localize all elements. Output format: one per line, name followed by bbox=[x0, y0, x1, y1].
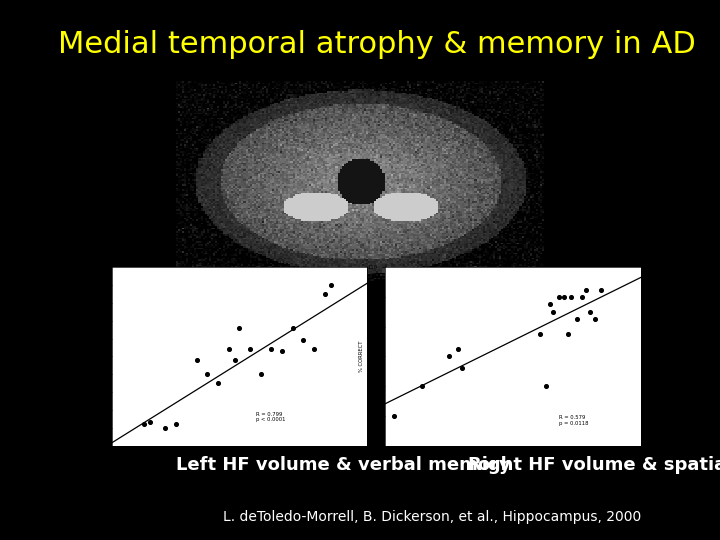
Point bbox=[571, 315, 582, 323]
Point bbox=[416, 382, 428, 390]
Point bbox=[287, 323, 298, 332]
Point bbox=[223, 345, 235, 354]
Title: DELAYED FREE VERBAL RECALL: DELAYED FREE VERBAL RECALL bbox=[193, 260, 286, 266]
Point bbox=[319, 289, 330, 298]
Text: Left HF volume & verbal memory: Left HF volume & verbal memory bbox=[176, 456, 511, 474]
Point bbox=[159, 423, 171, 432]
Point bbox=[577, 293, 588, 301]
Point bbox=[559, 293, 570, 301]
Point bbox=[535, 330, 546, 339]
Point bbox=[308, 345, 320, 354]
Point bbox=[590, 315, 601, 323]
Point bbox=[297, 336, 309, 345]
Point bbox=[255, 370, 266, 379]
Text: R = 0.799
p < 0.0001: R = 0.799 p < 0.0001 bbox=[256, 411, 286, 422]
Point bbox=[266, 345, 277, 354]
Point bbox=[389, 411, 400, 420]
Point bbox=[144, 418, 156, 427]
Point bbox=[244, 345, 256, 354]
Point bbox=[276, 347, 288, 355]
Point bbox=[580, 285, 592, 294]
Point bbox=[584, 308, 595, 316]
Point bbox=[562, 330, 574, 339]
Point bbox=[138, 420, 149, 428]
Text: Medial temporal atrophy & memory in AD: Medial temporal atrophy & memory in AD bbox=[58, 30, 696, 59]
Point bbox=[212, 379, 224, 388]
Text: R = 0.579
p = 0.0118: R = 0.579 p = 0.0118 bbox=[559, 415, 588, 426]
Point bbox=[325, 281, 337, 289]
X-axis label: NORMALIZED LEFT HIPPOCAMPAL VOLUME: NORMALIZED LEFT HIPPOCAMPAL VOLUME bbox=[184, 461, 294, 466]
Point bbox=[544, 300, 555, 309]
Text: L. deToledo-Morrell, B. Dickerson, et al., Hippocampus, 2000: L. deToledo-Morrell, B. Dickerson, et al… bbox=[223, 510, 641, 524]
Point bbox=[444, 352, 455, 361]
Point bbox=[191, 356, 202, 364]
X-axis label: NORMALIZED RIGHT HIPPOCAMPAL VOLUME: NORMALIZED RIGHT HIPPOCAMPAL VOLUME bbox=[456, 461, 570, 466]
Point bbox=[595, 285, 606, 294]
Point bbox=[553, 293, 564, 301]
Point bbox=[233, 323, 245, 332]
Point bbox=[452, 345, 464, 353]
Point bbox=[170, 420, 181, 428]
Text: Right HF volume & spatial memory: Right HF volume & spatial memory bbox=[468, 456, 720, 474]
Y-axis label: % CORRECT: % CORRECT bbox=[359, 341, 364, 372]
Point bbox=[202, 370, 213, 379]
Y-axis label: % CORRECT: % CORRECT bbox=[85, 341, 90, 372]
Point bbox=[547, 308, 559, 316]
Point bbox=[456, 364, 468, 373]
Point bbox=[540, 382, 552, 390]
Title: DELAYED SPATIAL RECALL: DELAYED SPATIAL RECALL bbox=[475, 260, 551, 266]
Point bbox=[230, 356, 241, 364]
Point bbox=[566, 293, 577, 301]
